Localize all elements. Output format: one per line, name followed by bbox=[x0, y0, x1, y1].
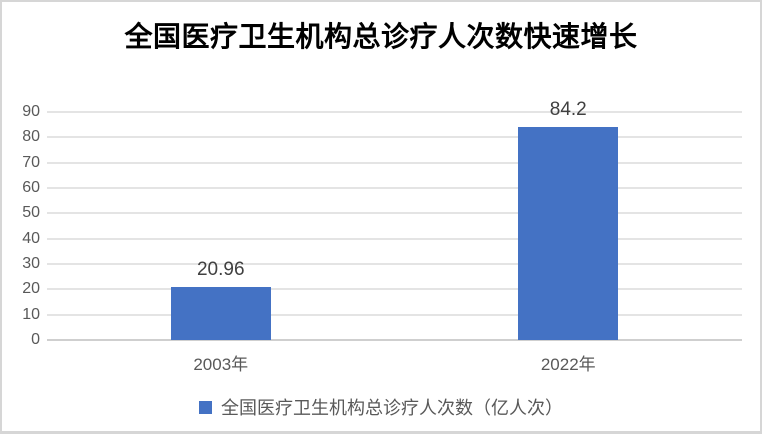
y-tick-label: 10 bbox=[22, 305, 40, 323]
gridline bbox=[47, 263, 742, 266]
y-tick-label: 60 bbox=[22, 179, 40, 197]
legend: 全国医疗卫生机构总诊疗人次数（亿人次） bbox=[2, 394, 760, 420]
gridline bbox=[47, 111, 742, 113]
legend-label: 全国医疗卫生机构总诊疗人次数（亿人次） bbox=[221, 398, 563, 419]
plot-area: 20.96 2003年 84.2 2022年 bbox=[47, 100, 742, 374]
gridline bbox=[47, 161, 742, 164]
y-axis: 0 10 20 30 40 50 60 70 80 90 bbox=[2, 104, 47, 348]
y-tick-label: 90 bbox=[22, 103, 40, 120]
x-tick-label-2022年: 2022年 bbox=[540, 355, 596, 374]
bar-2022年 bbox=[518, 126, 619, 340]
y-tick-label: 40 bbox=[22, 229, 40, 247]
gridline bbox=[47, 136, 742, 139]
x-tick-label-2003年: 2003年 bbox=[193, 355, 249, 374]
legend-swatch-icon bbox=[199, 400, 212, 414]
data-label-2003年: 20.96 bbox=[196, 258, 245, 280]
y-tick-label: 20 bbox=[22, 280, 40, 298]
x-axis-line bbox=[47, 339, 742, 341]
bar-2003年 bbox=[170, 286, 271, 340]
y-tick-label: 50 bbox=[22, 204, 40, 222]
y-tick-label: 30 bbox=[22, 255, 40, 273]
y-tick-label: 80 bbox=[22, 128, 40, 146]
gridline bbox=[47, 313, 742, 316]
gridline bbox=[47, 288, 742, 291]
gridline bbox=[47, 237, 742, 240]
y-tick-label: 0 bbox=[31, 331, 40, 348]
gridline bbox=[47, 212, 742, 215]
chart-title: 全国医疗卫生机构总诊疗人次数快速增长 bbox=[124, 21, 638, 52]
gridline bbox=[47, 187, 742, 190]
data-label-2022年: 84.2 bbox=[549, 98, 587, 120]
y-tick-label: 70 bbox=[22, 153, 40, 171]
